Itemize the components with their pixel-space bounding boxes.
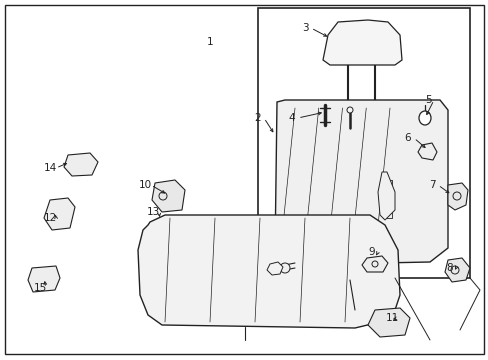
Polygon shape bbox=[323, 20, 401, 65]
Text: 7: 7 bbox=[428, 180, 434, 190]
Polygon shape bbox=[266, 262, 283, 275]
Ellipse shape bbox=[450, 266, 458, 274]
Text: 4: 4 bbox=[288, 113, 295, 123]
Polygon shape bbox=[28, 266, 60, 292]
Polygon shape bbox=[152, 180, 184, 212]
Polygon shape bbox=[377, 172, 394, 220]
Ellipse shape bbox=[418, 111, 430, 125]
Text: 3: 3 bbox=[301, 23, 307, 33]
Text: 9: 9 bbox=[368, 247, 375, 257]
Polygon shape bbox=[64, 153, 98, 176]
Text: 15: 15 bbox=[33, 283, 46, 293]
Polygon shape bbox=[447, 183, 467, 210]
Polygon shape bbox=[361, 256, 387, 272]
Ellipse shape bbox=[280, 263, 289, 273]
Bar bbox=[258, 8, 469, 278]
Polygon shape bbox=[444, 258, 469, 282]
Text: 2: 2 bbox=[254, 113, 261, 123]
Polygon shape bbox=[367, 308, 409, 337]
Text: 12: 12 bbox=[43, 213, 57, 223]
Text: 13: 13 bbox=[146, 207, 159, 217]
Text: 6: 6 bbox=[404, 133, 410, 143]
Polygon shape bbox=[44, 198, 75, 230]
Polygon shape bbox=[138, 215, 399, 328]
Ellipse shape bbox=[346, 107, 352, 113]
Text: 10: 10 bbox=[138, 180, 151, 190]
Text: 11: 11 bbox=[385, 313, 398, 323]
Text: 5: 5 bbox=[424, 95, 430, 105]
Ellipse shape bbox=[452, 192, 460, 200]
Ellipse shape bbox=[371, 261, 377, 267]
Text: 1: 1 bbox=[206, 37, 213, 47]
Polygon shape bbox=[274, 100, 447, 265]
Text: 14: 14 bbox=[43, 163, 57, 173]
Polygon shape bbox=[417, 143, 436, 160]
Text: 8: 8 bbox=[446, 263, 452, 273]
Ellipse shape bbox=[159, 192, 167, 200]
